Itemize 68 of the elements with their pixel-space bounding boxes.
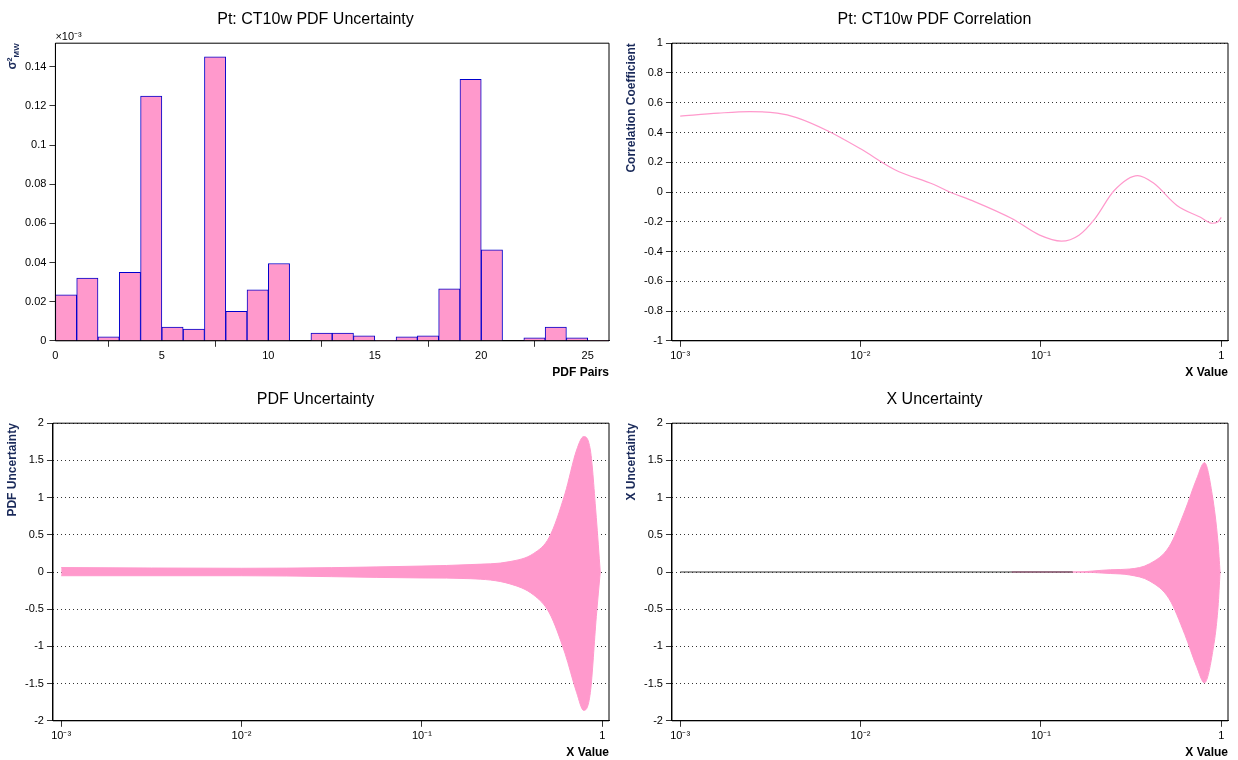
y-tick-label: 0.06 [24,216,47,229]
x-tick-label: 1 [1218,349,1225,362]
y-tick-label: 0.08 [24,177,47,190]
x-tick-label: 10⁻³ [670,349,691,362]
y-tick-label: -1 [34,639,44,652]
y-tick-label: -0.8 [643,304,663,317]
y-tick-label: 1 [656,490,663,503]
x-tick-label: 1 [1218,729,1225,742]
chart-title: Pt: CT10w PDF Correlation [837,10,1032,28]
y-axis-title: X Uncertainty [624,422,638,501]
x-tick-label: 0 [52,349,59,362]
y-tick-label: -1.5 [643,676,663,689]
x-tick-label: 10 [262,349,275,362]
x-axis-title: X Value [566,745,610,759]
text: ×10⁻³ [55,30,83,43]
x-tick-label: 10⁻² [850,729,871,742]
x-axis-title: PDF Pairs [552,365,610,379]
y-tick-label: 0.14 [24,59,47,72]
x-tick-label: 10⁻¹ [1030,349,1052,362]
y-tick-label: 2 [37,416,44,429]
y-tick-label: 1 [656,36,663,49]
y-tick-label: -1 [653,639,663,652]
y-tick-label: 0.02 [24,294,47,307]
y-tick-label: 0.8 [647,65,663,78]
x-tick-label: 10⁻³ [670,729,691,742]
x-tick-label: 25 [581,349,594,362]
y-tick-label: 0.2 [647,155,663,168]
y-tick-label: 1.5 [28,453,44,466]
y-axis-title: PDF Uncertainty [5,422,19,517]
x-tick-label: 10⁻² [231,729,252,742]
x-axis-title: X Value [1185,745,1229,759]
chart-title: Pt: CT10w PDF Uncertainty [217,10,414,28]
chart-title: X Uncertainty [886,390,983,408]
x-axis-title: X Value [1185,365,1229,379]
y-tick-label: -0.6 [643,274,663,287]
x-tick-label: 5 [158,349,165,362]
y-tick-label: -0.5 [24,602,44,615]
x-tick-label: 10⁻³ [51,729,72,742]
y-tick-label: 0.1 [31,138,47,151]
y-tick-label: 0.5 [647,527,663,540]
y-tick-label: 0.6 [647,95,663,108]
y-axis-title: Correlation Coefficient [624,43,638,173]
y-tick-label: 0.12 [24,98,47,111]
chart-title: PDF Uncertainty [256,390,375,408]
x-tick-label: 15 [368,349,381,362]
y-tick-label: 1.5 [647,453,663,466]
y-tick-label: 0.5 [28,527,44,540]
y-tick-label: 0.04 [24,255,47,268]
y-tick-label: -2 [34,713,44,726]
y-tick-label: 0 [656,185,663,198]
y-tick-label: -0.5 [643,602,663,615]
y-tick-label: 2 [656,416,663,429]
x-tick-label: 10⁻² [850,349,871,362]
y-tick-label: 0 [37,565,44,578]
y-tick-label: 1 [37,490,44,503]
y-tick-label: -1 [653,333,663,346]
y-tick-label: 0 [40,333,47,346]
y-tick-label: -2 [653,713,663,726]
x-tick-label: 20 [475,349,488,362]
x-tick-label: 10⁻¹ [1030,729,1052,742]
y-tick-label: 0 [656,565,663,578]
y-tick-label: -0.4 [643,244,663,257]
x-tick-label: 1 [599,729,606,742]
y-axis-title: σ²MW [5,42,21,70]
y-tick-label: -1.5 [24,676,44,689]
y-tick-label: -0.2 [643,214,663,227]
x-tick-label: 10⁻¹ [411,729,433,742]
y-tick-label: 0.4 [647,125,663,138]
